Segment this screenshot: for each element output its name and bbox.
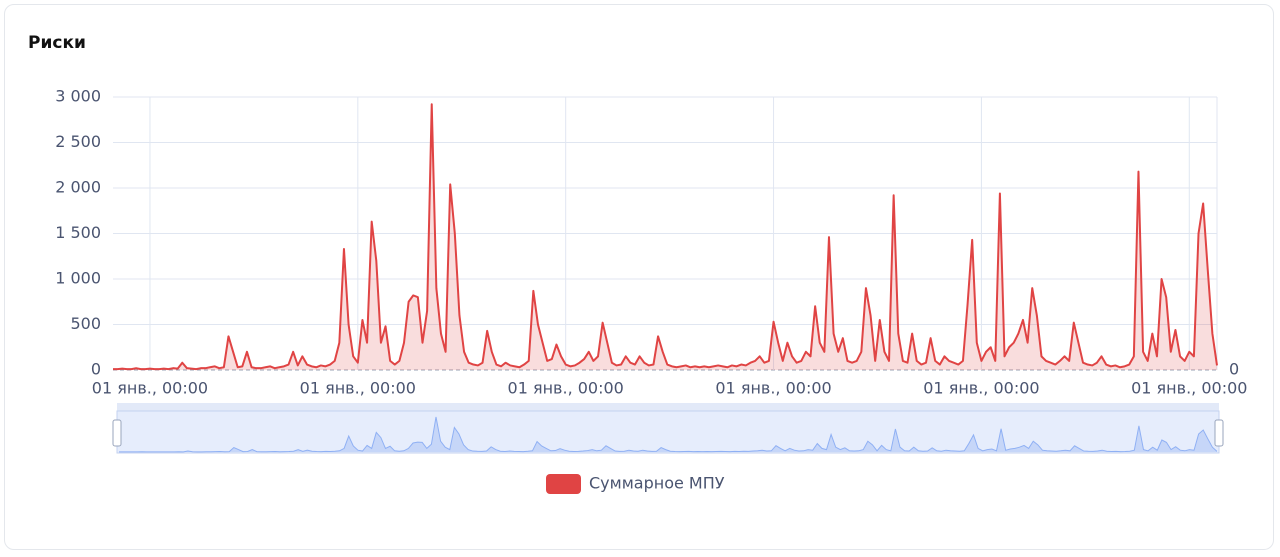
legend-swatch <box>546 474 581 494</box>
legend-label: Суммарное МПУ <box>589 474 725 493</box>
y-tick-label: 1 000 <box>55 269 101 288</box>
x-tick-label: 01 янв., 00:00 <box>715 379 831 398</box>
y2-tick-label: 0 <box>1229 360 1239 379</box>
x-tick-label: 01 янв., 00:00 <box>92 379 208 398</box>
zoom-handle-left <box>112 419 122 447</box>
card <box>4 4 1274 550</box>
y-tick-label: 1 500 <box>55 223 101 242</box>
x-tick-label: 01 янв., 00:00 <box>300 379 416 398</box>
series-line <box>113 103 1218 371</box>
y-tick-label: 0 <box>91 360 101 379</box>
zoom-handle-right <box>1214 419 1224 447</box>
y-tick-label: 3 000 <box>55 87 101 106</box>
zoom-window <box>116 410 1220 454</box>
x-tick-label: 01 янв., 00:00 <box>923 379 1039 398</box>
series-area <box>113 104 1217 370</box>
y-tick-label: 500 <box>70 314 101 333</box>
card-title: Риски <box>28 33 86 53</box>
y-tick-label: 2 000 <box>55 178 101 197</box>
x-tick-label: 01 янв., 00:00 <box>508 379 624 398</box>
zoom-top-bar <box>117 403 1219 411</box>
y-tick-label: 2 500 <box>55 132 101 151</box>
zoom-line <box>119 416 1218 453</box>
x-tick-label: 01 янв., 00:00 <box>1131 379 1247 398</box>
